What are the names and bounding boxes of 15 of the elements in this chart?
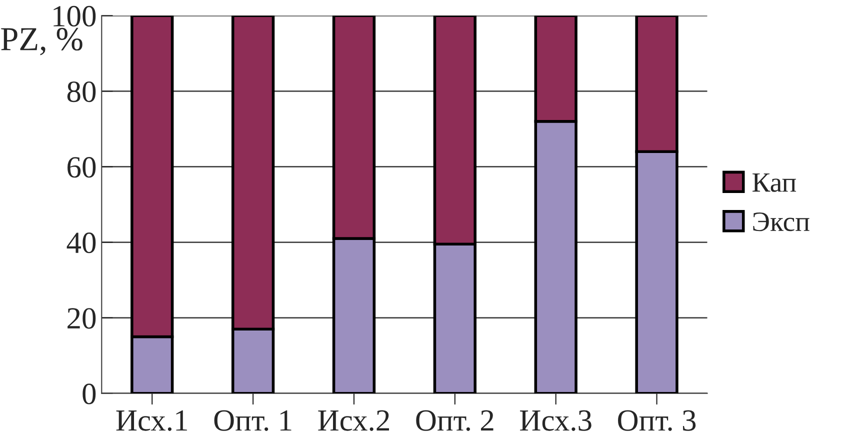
y-tick-label: 60 [68, 157, 96, 178]
legend-label: Эксп [753, 212, 810, 232]
x-tick-label: Исх.3 [520, 410, 592, 431]
y-tick-label: 20 [68, 308, 96, 329]
y-axis-title: PZ, % [1, 28, 82, 56]
y-tick-label: 80 [67, 81, 96, 102]
x-tick-label: Опт. 3 [618, 410, 696, 431]
x-tick-label: Исх.2 [318, 410, 389, 431]
y-tick-label: 100 [54, 6, 96, 27]
x-tick-label: Опт. 1 [214, 410, 292, 431]
y-tick-label: 40 [66, 232, 96, 254]
x-tick-label: Исх.1 [116, 410, 187, 431]
x-tick-label: Опт. 2 [416, 410, 494, 431]
y-tick-label: 0 [82, 384, 96, 404]
legend-label: Кап [752, 173, 796, 192]
